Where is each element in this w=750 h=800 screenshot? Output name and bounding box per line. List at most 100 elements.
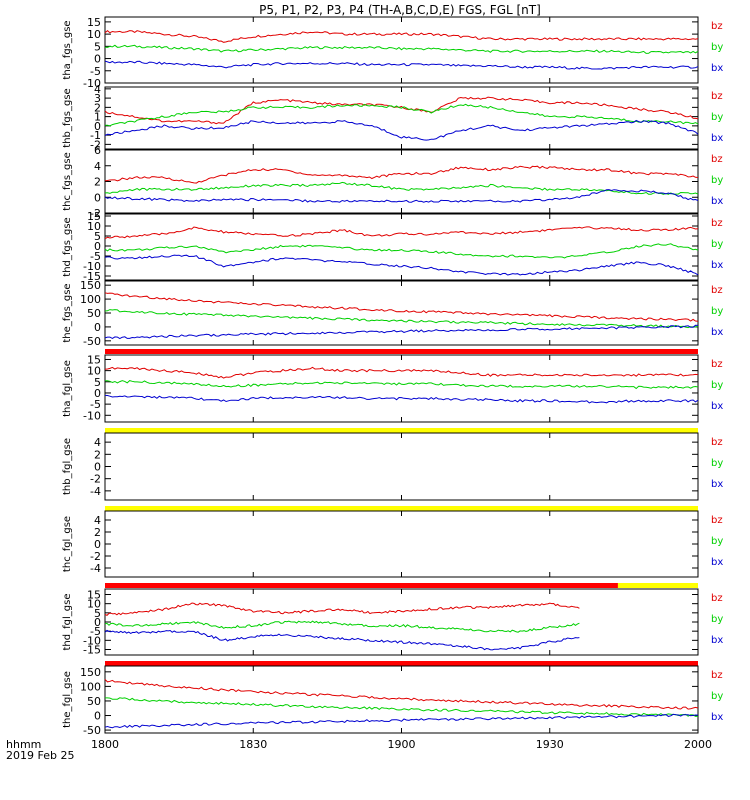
y-tick-label: 2: [94, 526, 101, 539]
y-tick-label: -4: [90, 562, 101, 575]
y-tick-label: 50: [87, 695, 101, 708]
series-line-bx: [104, 713, 699, 729]
panel-frame: [104, 149, 699, 214]
legend-by: by: [711, 112, 723, 123]
y-tick-label: -5: [90, 398, 101, 411]
y-tick-label: -2: [90, 207, 101, 220]
y-tick-label: -5: [90, 65, 101, 78]
y-tick-label: -10: [83, 260, 101, 273]
series-line-bz: [104, 165, 699, 184]
legend-by: by: [711, 42, 723, 53]
y-axis-label: thb_fgl_gse: [62, 438, 73, 495]
y-tick-label: 1: [94, 111, 101, 124]
series-line-bz: [104, 30, 699, 43]
y-tick-label: 4: [94, 514, 101, 527]
y-tick-label: 50: [87, 307, 101, 320]
status-bar-segment: [105, 349, 698, 354]
y-tick-label: -15: [83, 644, 101, 657]
y-tick-label: 150: [80, 279, 101, 292]
series-line-by: [104, 380, 699, 390]
status-bar-segment: [105, 583, 618, 588]
panel-frame: [104, 86, 699, 150]
y-tick-label: 3: [94, 92, 101, 105]
x-axis-label-date: 2019 Feb 25: [6, 749, 74, 762]
legend-bz: bz: [711, 154, 723, 165]
y-tick-label: -15: [83, 270, 101, 283]
y-tick-label: 100: [80, 293, 101, 306]
y-tick-label: 10: [87, 365, 101, 378]
y-tick-label: 5: [94, 376, 101, 389]
series-line-bx: [104, 60, 699, 70]
panel-frame: [104, 510, 699, 578]
legend-bx: bx: [711, 196, 723, 207]
series-line-by: [104, 620, 580, 633]
series-line-bx: [104, 629, 580, 651]
x-tick-label: 1830: [239, 738, 267, 751]
y-tick-label: 4: [94, 436, 101, 449]
legend-bz: bz: [711, 593, 723, 604]
y-tick-label: 10: [87, 598, 101, 611]
y-tick-label: 2: [94, 101, 101, 114]
legend-bz: bz: [711, 218, 723, 229]
series-line-by: [105, 697, 699, 717]
panel-frame: [104, 354, 699, 423]
panel-frame: [104, 213, 699, 281]
legend-bz: bz: [711, 515, 723, 526]
y-tick-label: 5: [94, 40, 101, 53]
y-tick-label: 15: [87, 210, 101, 223]
series-line-bz: [104, 96, 699, 125]
series-line-bz: [104, 366, 699, 379]
y-tick-label: 6: [94, 144, 101, 157]
legend-by: by: [711, 175, 723, 186]
series-line-bx: [104, 254, 699, 276]
y-tick-label: 10: [87, 28, 101, 41]
y-axis-label: thb_fgs_gse: [62, 88, 73, 147]
y-tick-label: -50: [83, 724, 101, 737]
y-tick-label: 0: [94, 53, 101, 66]
panel-frame: [104, 432, 699, 501]
legend-bz: bz: [711, 91, 723, 102]
y-axis-label: thc_fgs_gse: [62, 152, 73, 211]
legend-bz: bz: [711, 285, 723, 296]
legend-bz: bz: [711, 21, 723, 32]
series-line-by: [104, 181, 699, 195]
legend-by: by: [711, 536, 723, 547]
series-line-bx: [104, 324, 699, 340]
y-tick-label: 5: [94, 230, 101, 243]
y-tick-label: 4: [94, 160, 101, 173]
series-line-bx: [104, 119, 699, 141]
legend-bx: bx: [711, 327, 723, 338]
legend-bx: bx: [711, 63, 723, 74]
series-line-bz: [104, 679, 699, 710]
y-axis-label: thc_fgl_gse: [62, 516, 73, 572]
x-tick-label: 1900: [388, 738, 416, 751]
legend-bx: bx: [711, 260, 723, 271]
y-tick-label: -10: [83, 409, 101, 422]
y-tick-label: 2: [94, 448, 101, 461]
y-tick-label: 0: [94, 321, 101, 334]
legend-bz: bz: [711, 670, 723, 681]
legend-bx: bx: [711, 635, 723, 646]
status-bar-segment: [105, 428, 698, 433]
y-tick-label: -10: [83, 77, 101, 90]
y-tick-label: -2: [90, 138, 101, 151]
y-tick-label: 0: [94, 240, 101, 253]
y-tick-label: -2: [90, 550, 101, 563]
series-line-bz: [104, 602, 580, 617]
y-axis-label: the_fgl_gse: [62, 671, 73, 728]
y-tick-label: 0: [94, 461, 101, 474]
status-bar-segment: [617, 583, 698, 588]
chart-title: P5, P1, P2, P3, P4 (TH-A,B,C,D,E) FGS, F…: [259, 3, 541, 17]
legend-by: by: [711, 691, 723, 702]
y-tick-label: 15: [87, 589, 101, 602]
panel: 420-2-4 thb_fgl_gse bz by bx: [62, 432, 723, 511]
y-axis-label: tha_fgs_gse: [62, 20, 73, 79]
status-bar-segment: [105, 506, 698, 511]
